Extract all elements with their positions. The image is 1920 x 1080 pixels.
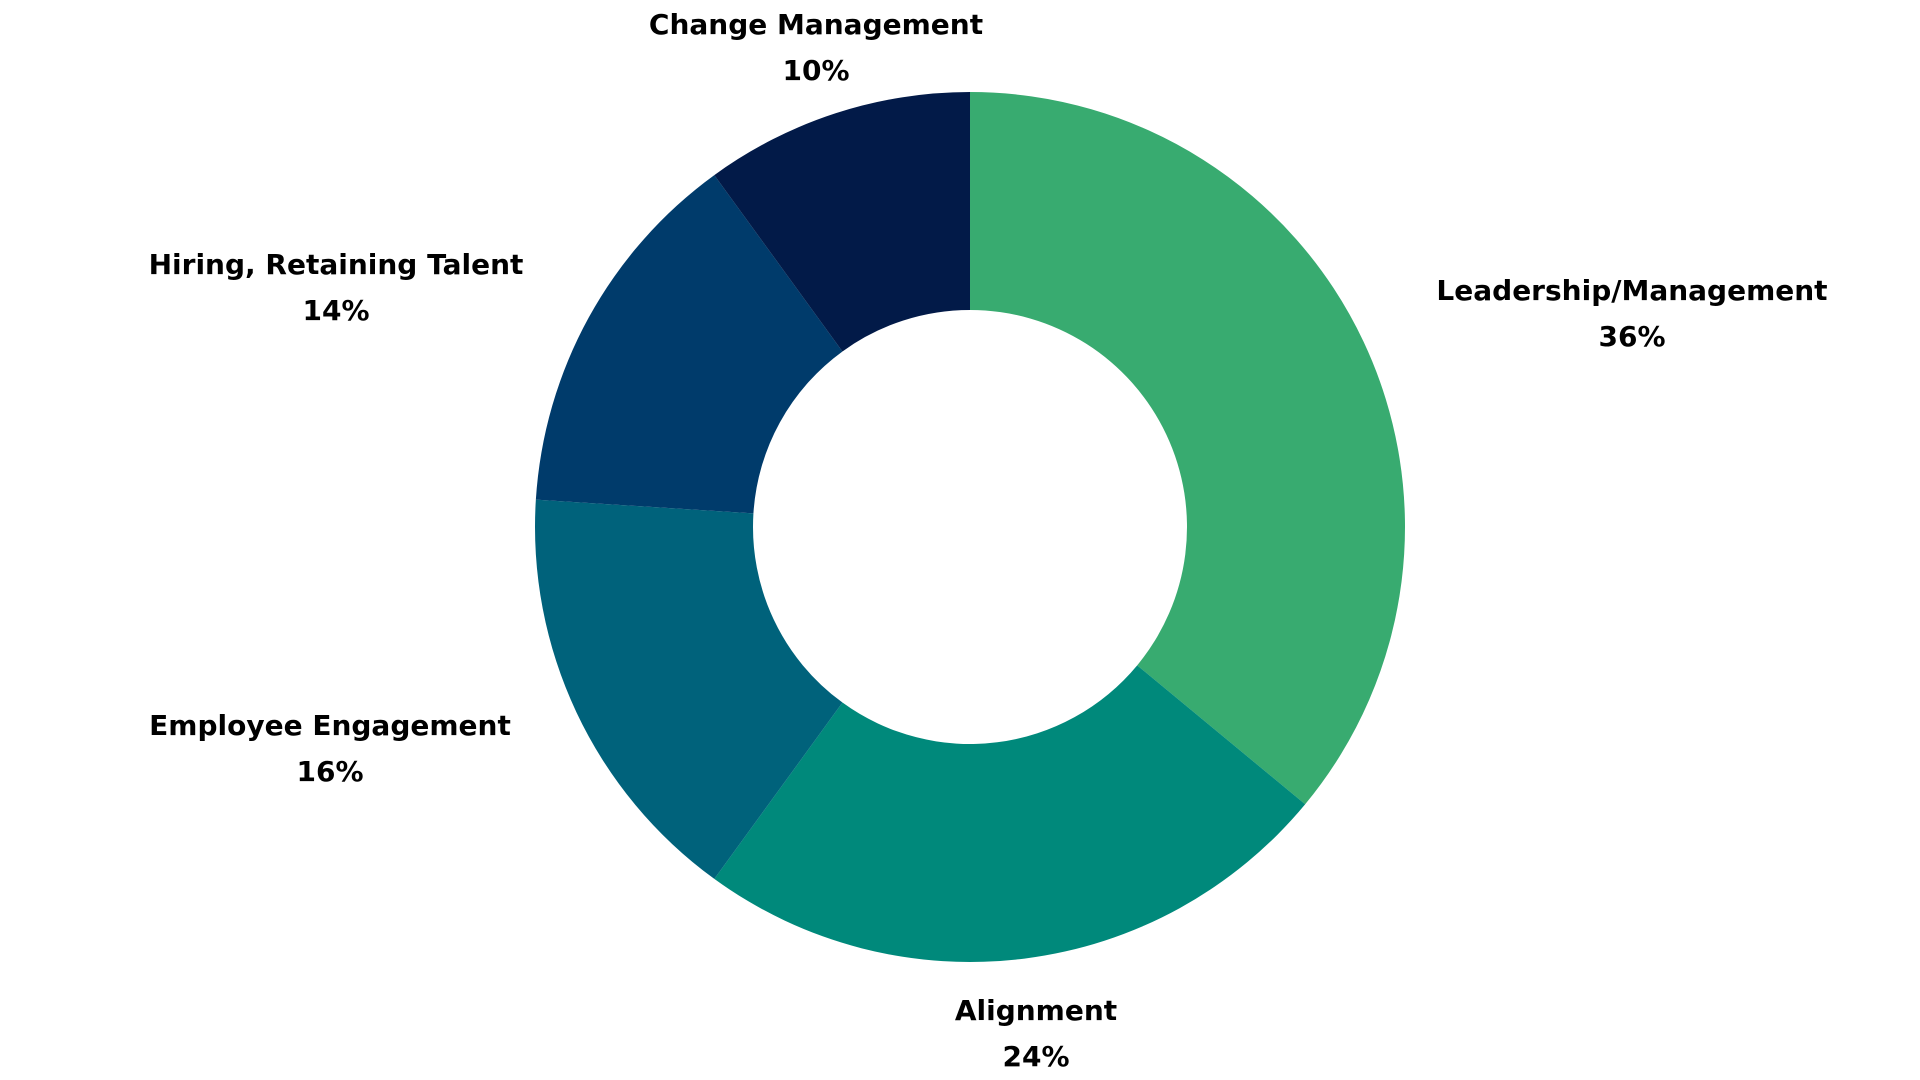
slice-label-leadership-management: Leadership/Management xyxy=(1436,274,1827,307)
slice-value-hiring-retaining-talent: 14% xyxy=(302,294,369,327)
slice-hiring-retaining-talent xyxy=(535,175,843,514)
slice-value-alignment: 24% xyxy=(1002,1040,1069,1073)
donut-slices xyxy=(535,92,1405,962)
slice-change-management xyxy=(714,92,970,352)
slice-value-employee-engagement: 16% xyxy=(296,755,363,788)
slice-label-alignment: Alignment xyxy=(955,994,1117,1027)
slice-alignment xyxy=(714,665,1306,962)
slice-label-hiring-retaining-talent: Hiring, Retaining Talent xyxy=(149,248,524,281)
slice-label-change-management: Change Management xyxy=(649,8,983,41)
slice-value-leadership-management: 36% xyxy=(1598,320,1665,353)
slice-label-employee-engagement: Employee Engagement xyxy=(149,709,511,742)
slice-employee-engagement xyxy=(535,499,843,879)
slice-labels: Leadership/Management 36% Alignment 24% Empl… xyxy=(149,8,1828,1073)
slice-value-change-management: 10% xyxy=(782,54,849,87)
slice-leadership-management xyxy=(970,92,1405,805)
